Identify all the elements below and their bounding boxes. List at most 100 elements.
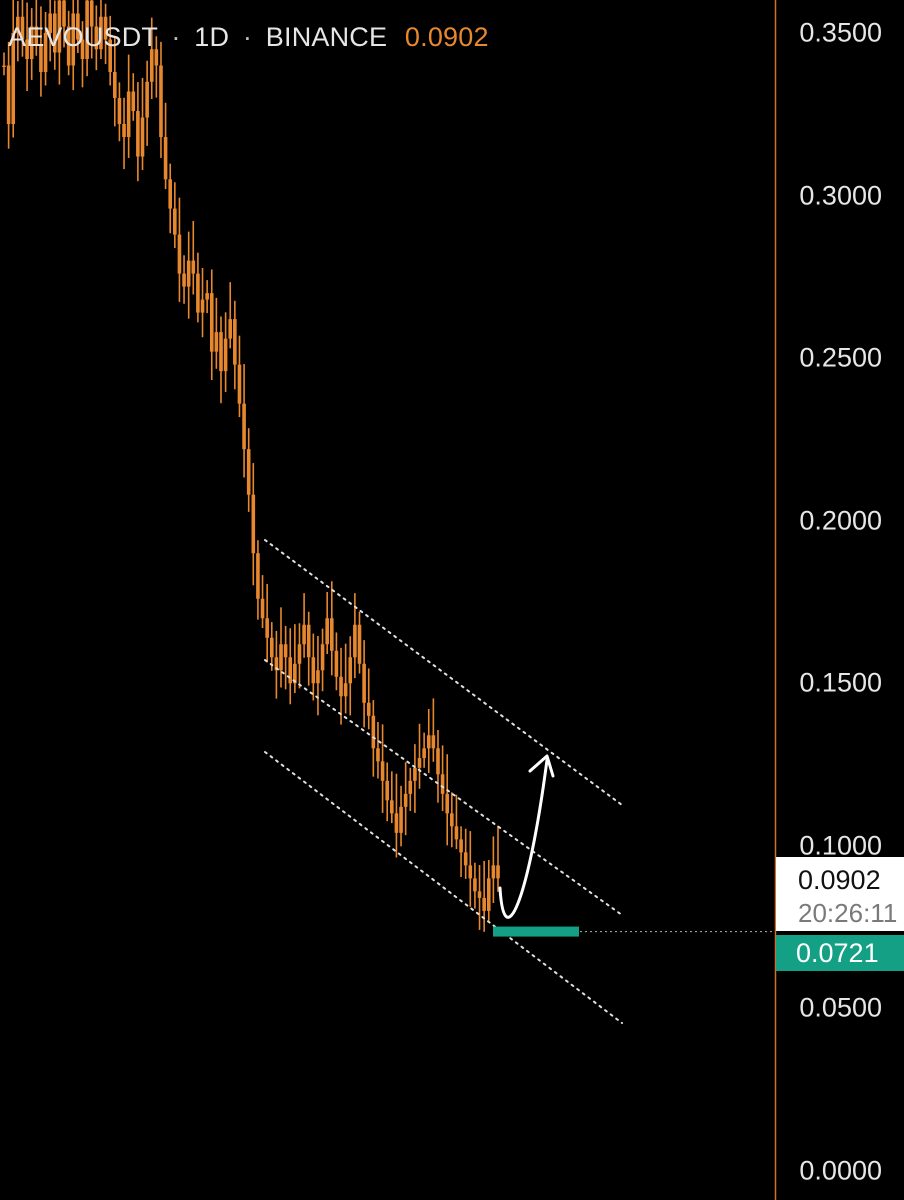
candle-body: [329, 618, 334, 651]
candle-body: [399, 806, 403, 833]
candle-body: [163, 137, 168, 180]
candle-body: [353, 624, 357, 658]
price-axis-tick: 0.1000: [799, 830, 882, 861]
current-price-label: 0.0902 20:26:11: [776, 857, 904, 931]
candle-body: [205, 293, 209, 300]
candle-body: [496, 865, 500, 879]
candle-body: [103, 16, 108, 40]
candle-body: [182, 273, 186, 287]
candle-body: [80, 39, 85, 60]
candle-body: [311, 657, 316, 684]
candle-body: [477, 891, 482, 898]
candle-body: [233, 319, 237, 365]
candle-body: [48, 13, 52, 33]
candle-body: [196, 273, 200, 313]
candle-body: [279, 644, 283, 671]
price-axis-tick: 0.2000: [799, 505, 882, 536]
candle-body: [149, 49, 154, 82]
candle-body: [260, 598, 265, 619]
candle-body: [459, 839, 463, 853]
candle-body: [145, 81, 149, 118]
price-axis-tick: 0.1500: [799, 667, 882, 698]
candle-body: [422, 748, 426, 759]
candle-body: [325, 618, 329, 645]
candle-body: [413, 767, 417, 781]
candle-body: [16, 16, 20, 33]
price-axis-tick: 0.2500: [799, 342, 882, 373]
candle-body: [482, 897, 486, 911]
candle-body: [251, 494, 256, 554]
candle-body: [362, 663, 366, 703]
candle-body: [191, 260, 196, 274]
candle-body: [154, 49, 159, 66]
candle-body: [223, 338, 228, 372]
candle-body: [468, 865, 473, 879]
candle-body: [486, 878, 491, 911]
candle-body: [269, 637, 274, 658]
candle-body: [417, 758, 422, 768]
price-axis-tick: 0.0000: [799, 1155, 882, 1186]
candle-body: [426, 735, 431, 749]
price-axis-tick: 0.3000: [799, 180, 882, 211]
candle-body: [168, 179, 173, 209]
candle-body: [200, 299, 205, 313]
annotations: [493, 754, 775, 937]
candle-body: [159, 65, 163, 138]
candle-body: [39, 46, 43, 73]
candle-body: [320, 644, 325, 671]
separator: ·: [171, 22, 181, 52]
support-level-label: 0.0721: [776, 935, 904, 971]
candle-body: [214, 332, 219, 352]
candle-body: [403, 793, 408, 807]
candle-body: [288, 657, 293, 684]
candle-body: [177, 234, 182, 274]
candle-body: [117, 98, 122, 125]
candle-body: [302, 624, 306, 645]
candle-body: [376, 748, 380, 762]
candle-body: [29, 26, 34, 60]
candle-body: [334, 650, 339, 677]
candle-body: [71, 13, 76, 66]
candle-body: [366, 702, 371, 716]
candle-body: [440, 774, 445, 794]
candle-body: [89, 0, 94, 27]
channel-line-1: [264, 539, 623, 806]
candle-body: [99, 16, 103, 50]
candle-body: [131, 91, 136, 112]
candle-body: [491, 865, 496, 879]
candle-body: [62, 0, 66, 27]
candle-body: [436, 748, 440, 775]
descending-channel: [264, 539, 623, 1024]
candle-body: [242, 403, 246, 450]
candle-body: [256, 553, 260, 599]
candle-body: [219, 332, 223, 372]
interval-label[interactable]: 1D: [194, 22, 230, 52]
candle-body: [380, 761, 385, 781]
candle-body: [2, 65, 6, 68]
candle-body: [11, 33, 16, 125]
channel-line-2: [264, 659, 623, 916]
candle-body: [113, 72, 117, 99]
candle-body: [25, 39, 29, 60]
candle-body: [316, 670, 320, 684]
symbol-name[interactable]: AEVOUSDT: [8, 22, 158, 52]
exchange-label: BINANCE: [265, 22, 388, 52]
candle-body: [390, 800, 394, 814]
candle-body: [408, 780, 413, 794]
candle-body: [339, 676, 343, 697]
current-price-value: 0.0902: [798, 865, 881, 895]
candle-body: [283, 644, 288, 658]
price-axis-tick: 0.0500: [799, 992, 882, 1023]
channel-line-3: [264, 751, 623, 1024]
symbol-header: AEVOUSDT · 1D · BINANCE 0.0902: [8, 22, 489, 53]
candle-series: [2, 0, 500, 932]
support-level-value: 0.0721: [796, 938, 879, 968]
candle-body: [265, 618, 269, 638]
candle-body: [348, 657, 353, 684]
candle-body: [306, 624, 311, 658]
candle-body: [52, 13, 57, 53]
candle-body: [209, 293, 214, 352]
candle-body: [371, 715, 376, 749]
